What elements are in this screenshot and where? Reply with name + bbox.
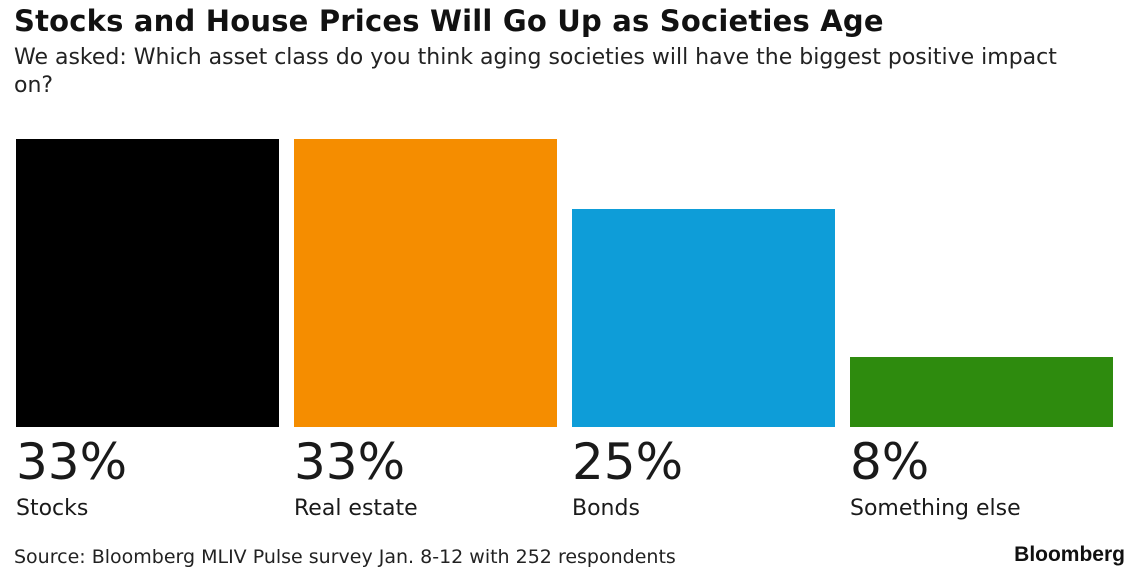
bloomberg-logo: Bloomberg <box>1014 543 1125 566</box>
chart-subtitle: We asked: Which asset class do you think… <box>14 45 1057 98</box>
value-label: 25% <box>572 433 684 491</box>
value-label: 33% <box>16 433 128 491</box>
chart-title: Stocks and House Prices Will Go Up as So… <box>14 4 884 38</box>
category-label: Bonds <box>572 496 640 521</box>
bar-bonds <box>572 209 835 427</box>
bar-something-else <box>850 357 1113 427</box>
value-label: 33% <box>294 433 406 491</box>
source-note: Source: Bloomberg MLIV Pulse survey Jan.… <box>14 546 676 568</box>
category-label: Real estate <box>294 496 418 521</box>
category-label: Stocks <box>16 496 89 521</box>
bar-real-estate <box>294 139 557 427</box>
value-label: 8% <box>850 433 930 491</box>
bar-stocks <box>16 139 279 427</box>
category-label: Something else <box>850 496 1021 521</box>
